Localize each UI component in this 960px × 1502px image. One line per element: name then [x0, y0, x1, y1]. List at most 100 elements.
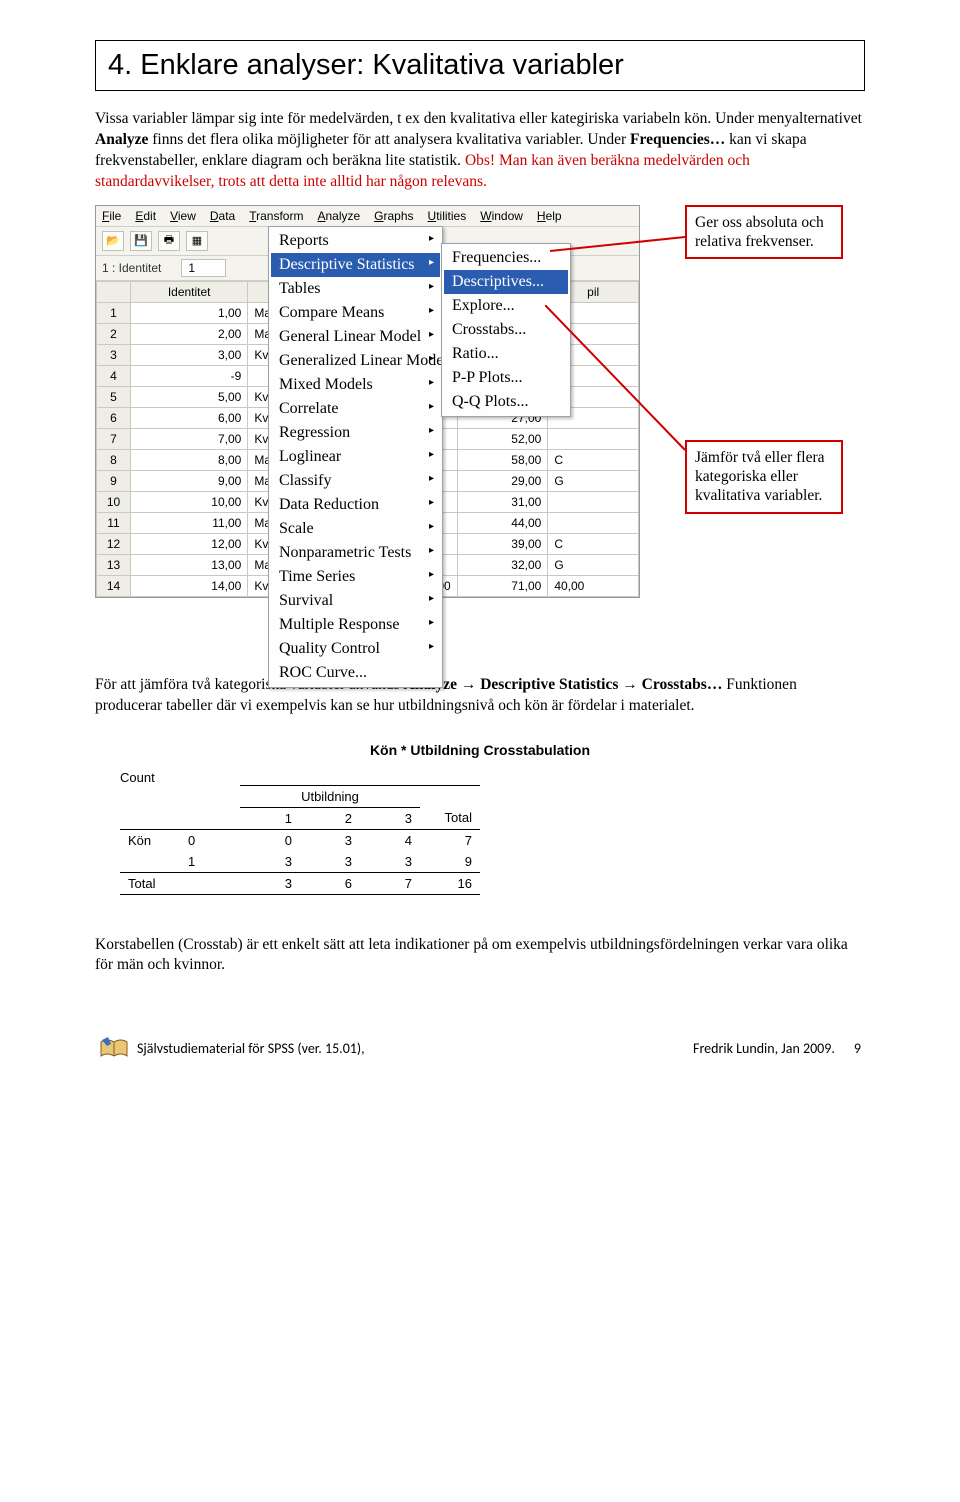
menu-graphs[interactable]: Graphs — [374, 209, 413, 223]
menu-window[interactable]: Window — [480, 209, 523, 223]
data-cell[interactable]: 39,00 — [457, 533, 548, 554]
submenu-item[interactable]: Q-Q Plots... — [444, 390, 568, 414]
toolbar-print-icon[interactable]: 🖶 — [158, 231, 180, 251]
submenu-item[interactable]: Descriptives... — [444, 270, 568, 294]
menu-item[interactable]: Reports▸ — [271, 229, 440, 253]
data-cell[interactable]: 7,00 — [131, 428, 248, 449]
menu-help[interactable]: Help — [537, 209, 562, 223]
row-header[interactable]: 3 — [97, 344, 131, 365]
data-cell[interactable]: 40,00 — [548, 575, 639, 596]
menu-item[interactable]: General Linear Model▸ — [271, 325, 440, 349]
row-header[interactable]: 4 — [97, 365, 131, 386]
data-cell[interactable]: 8,00 — [131, 449, 248, 470]
data-cell[interactable]: 3,00 — [131, 344, 248, 365]
crosstab-count-label: Count — [120, 770, 865, 785]
menu-data[interactable]: Data — [210, 209, 235, 223]
data-cell[interactable]: C — [548, 449, 639, 470]
data-cell[interactable]: G — [548, 470, 639, 491]
data-cell[interactable]: 9,00 — [131, 470, 248, 491]
menu-item[interactable]: Survival▸ — [271, 589, 440, 613]
menu-item[interactable]: Multiple Response▸ — [271, 613, 440, 637]
data-cell[interactable]: 2,00 — [131, 323, 248, 344]
submenu-item[interactable]: Ratio... — [444, 342, 568, 366]
footer-left-text: Självstudiematerial för SPSS (ver. 15.01… — [137, 1040, 365, 1057]
menu-item[interactable]: Regression▸ — [271, 421, 440, 445]
data-cell[interactable]: 44,00 — [457, 512, 548, 533]
menu-item[interactable]: ROC Curve... — [271, 661, 440, 685]
submenu-item[interactable]: P-P Plots... — [444, 366, 568, 390]
row-header[interactable]: 12 — [97, 533, 131, 554]
toolbar-open-icon[interactable]: 📂 — [102, 231, 124, 251]
row-header[interactable]: 11 — [97, 512, 131, 533]
descriptive-submenu[interactable]: Frequencies...Descriptives...Explore...C… — [441, 243, 571, 417]
menu-item[interactable]: Compare Means▸ — [271, 301, 440, 325]
data-cell[interactable]: 6,00 — [131, 407, 248, 428]
row-header[interactable]: 14 — [97, 575, 131, 596]
row-header[interactable]: 6 — [97, 407, 131, 428]
callout-crosstabs: Jämför två eller flera kategoriska eller… — [685, 440, 843, 514]
data-cell[interactable]: 1,00 — [131, 302, 248, 323]
row-header[interactable]: 9 — [97, 470, 131, 491]
menu-item[interactable]: Scale▸ — [271, 517, 440, 541]
data-cell[interactable]: 29,00 — [457, 470, 548, 491]
data-cell[interactable]: G — [548, 554, 639, 575]
data-cell[interactable]: 5,00 — [131, 386, 248, 407]
data-cell[interactable]: 52,00 — [457, 428, 548, 449]
data-cell[interactable]: 12,00 — [131, 533, 248, 554]
submenu-arrow-icon: ▸ — [429, 305, 434, 316]
analyze-menu[interactable]: Reports▸Descriptive Statistics▸Tables▸Co… — [268, 226, 443, 688]
column-header[interactable]: Identitet — [131, 281, 248, 302]
submenu-item[interactable]: Crosstabs... — [444, 318, 568, 342]
submenu-item[interactable]: Frequencies... — [444, 246, 568, 270]
data-cell[interactable]: 11,00 — [131, 512, 248, 533]
data-cell[interactable] — [548, 512, 639, 533]
menu-utilities[interactable]: Utilities — [428, 209, 467, 223]
menu-item[interactable]: Mixed Models▸ — [271, 373, 440, 397]
menu-item[interactable]: Quality Control▸ — [271, 637, 440, 661]
ct-col-header: 1 — [240, 807, 300, 829]
ct-cell: 9 — [420, 851, 480, 873]
data-cell[interactable]: 71,00 — [457, 575, 548, 596]
menu-analyze[interactable]: Analyze — [317, 209, 360, 223]
menu-item[interactable]: Loglinear▸ — [271, 445, 440, 469]
data-cell[interactable] — [548, 491, 639, 512]
row-header[interactable]: 10 — [97, 491, 131, 512]
menu-item[interactable]: Data Reduction▸ — [271, 493, 440, 517]
cell-value[interactable]: 1 — [181, 259, 226, 277]
menu-item[interactable]: Descriptive Statistics▸ — [271, 253, 440, 277]
row-header[interactable]: 2 — [97, 323, 131, 344]
column-header[interactable] — [97, 281, 131, 302]
menu-item[interactable]: Tables▸ — [271, 277, 440, 301]
data-cell[interactable]: 13,00 — [131, 554, 248, 575]
menubar[interactable]: File Edit View Data Transform Analyze Graphs Ut… — [96, 206, 639, 227]
menu-item[interactable]: Nonparametric Tests▸ — [271, 541, 440, 565]
menu-transform[interactable]: Transform — [249, 209, 303, 223]
row-header[interactable]: 7 — [97, 428, 131, 449]
data-cell[interactable]: 14,00 — [131, 575, 248, 596]
data-cell[interactable]: 31,00 — [457, 491, 548, 512]
data-cell[interactable]: 32,00 — [457, 554, 548, 575]
data-cell[interactable] — [548, 428, 639, 449]
submenu-item[interactable]: Explore... — [444, 294, 568, 318]
data-cell[interactable]: 58,00 — [457, 449, 548, 470]
data-cell[interactable]: -9 — [131, 365, 248, 386]
row-header[interactable]: 13 — [97, 554, 131, 575]
row-header[interactable]: 1 — [97, 302, 131, 323]
toolbar-chart-icon[interactable]: ▦ — [186, 231, 208, 251]
data-cell[interactable]: 10,00 — [131, 491, 248, 512]
row-header[interactable]: 5 — [97, 386, 131, 407]
toolbar-save-icon[interactable]: 💾 — [130, 231, 152, 251]
menu-edit[interactable]: Edit — [135, 209, 156, 223]
menu-item[interactable]: Correlate▸ — [271, 397, 440, 421]
submenu-arrow-icon: ▸ — [429, 329, 434, 340]
menu-item[interactable]: Classify▸ — [271, 469, 440, 493]
row-header[interactable]: 8 — [97, 449, 131, 470]
menu-file[interactable]: File — [102, 209, 121, 223]
menu-item[interactable]: Generalized Linear Models▸ — [271, 349, 440, 373]
ct-cell: 3 — [300, 851, 360, 873]
submenu-arrow-icon: ▸ — [429, 545, 434, 556]
data-cell[interactable]: C — [548, 533, 639, 554]
menu-view[interactable]: View — [170, 209, 196, 223]
submenu-arrow-icon: ▸ — [429, 473, 434, 484]
menu-item[interactable]: Time Series▸ — [271, 565, 440, 589]
